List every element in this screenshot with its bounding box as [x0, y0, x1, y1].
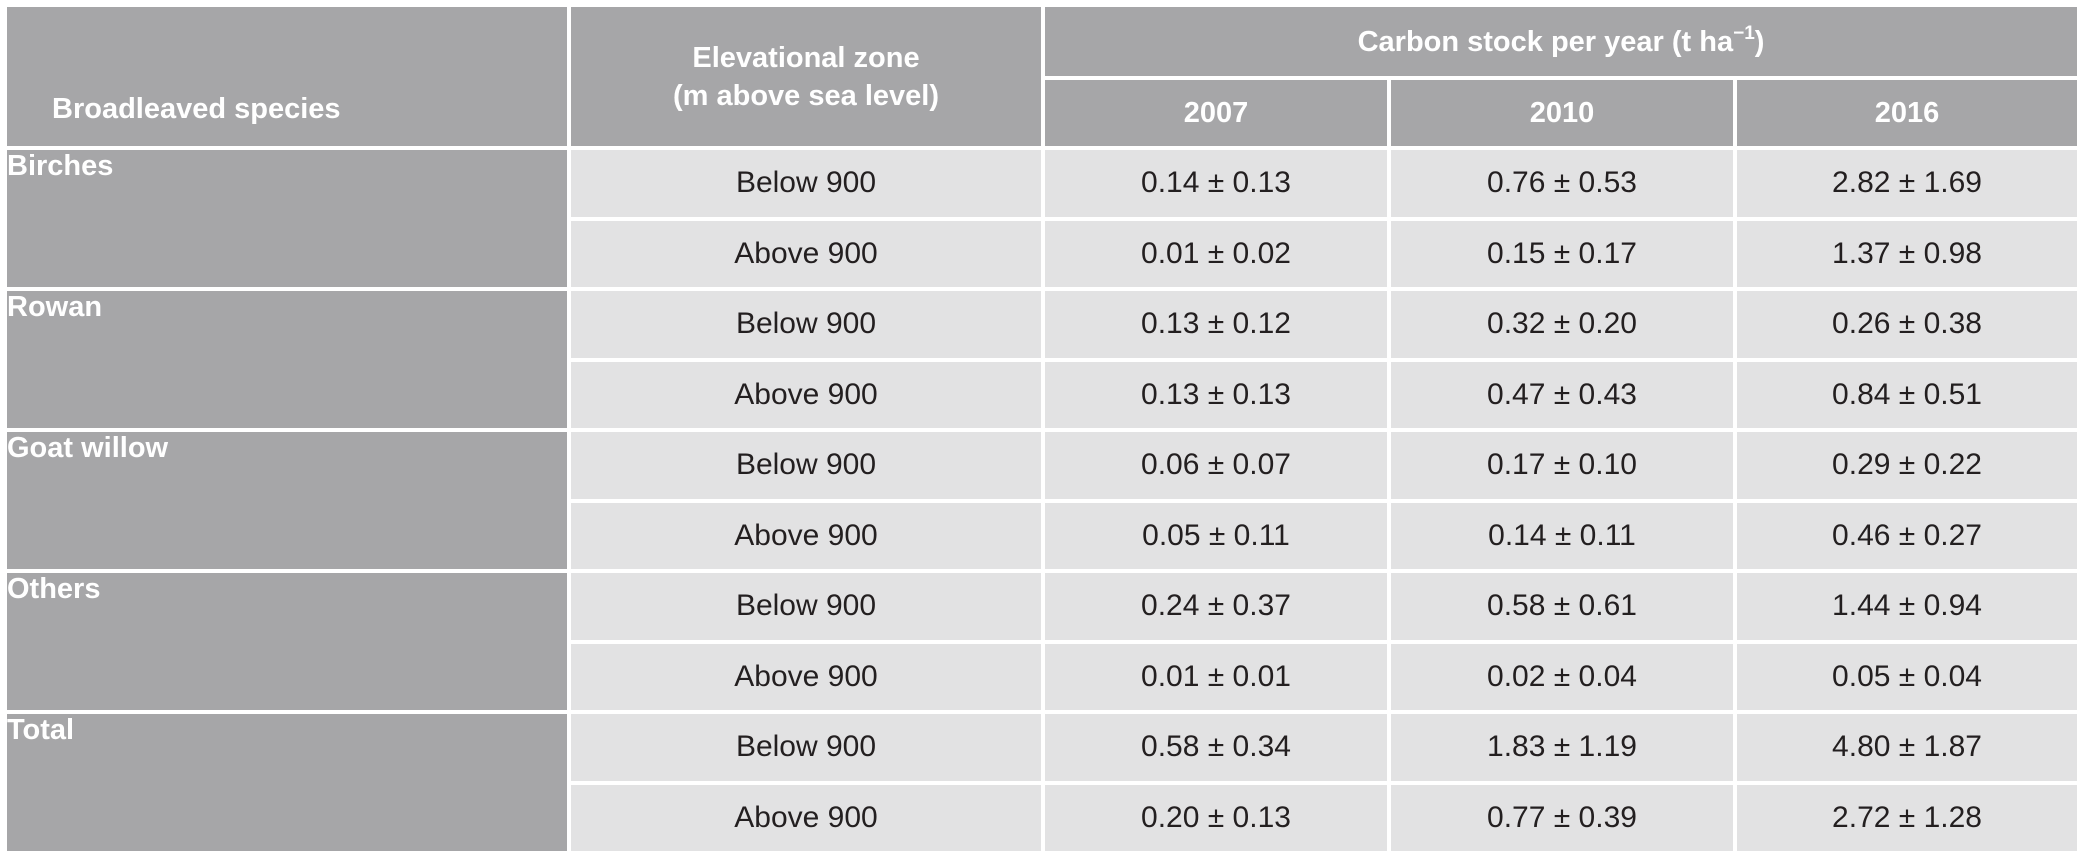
year-header-2007: 2007	[1041, 76, 1391, 150]
species-cell-rowan: Rowan	[3, 287, 571, 432]
table-row: Above 900 0.01 ± 0.02 0.15 ± 0.17 1.37 ±…	[5, 216, 2080, 291]
species-cell-total: Total	[3, 710, 571, 855]
zone-cell: Below 900	[567, 287, 1045, 362]
header-row-2: 2007 2010 2016	[5, 76, 2080, 150]
year-header-2010: 2010	[1387, 76, 1737, 150]
table-row: Goat willow Below 900 0.06 ± 0.07 0.17 ±…	[3, 428, 2080, 573]
value-cell-2016: 2.72 ± 1.28	[1732, 780, 2080, 855]
table-row: Above 900 0.13 ± 0.13 0.47 ± 0.43 0.84 ±…	[5, 357, 2080, 432]
zone-cell: Below 900	[567, 428, 1045, 503]
value-cell-2010: 0.02 ± 0.04	[1387, 639, 1737, 714]
zone-column-header: Elevational zone (m above sea level)	[567, 3, 1045, 150]
table-row: Birches Below 900 0.14 ± 0.13 0.76 ± 0.5…	[3, 146, 2080, 291]
value-cell-2007: 0.01 ± 0.02	[1041, 216, 1391, 291]
species-column-header: Broadleaved species	[3, 3, 571, 150]
table-row: Others Below 900 0.24 ± 0.37 0.58 ± 0.61…	[3, 569, 2080, 714]
zone-cell: Below 900	[567, 569, 1045, 644]
carbon-stock-header: Carbon stock per year (t ha−1)	[1040, 3, 2080, 80]
zone-header-line2: (m above sea level)	[673, 79, 939, 112]
value-cell-2010: 0.15 ± 0.17	[1387, 216, 1737, 291]
value-cell-2016: 1.37 ± 0.98	[1732, 216, 2080, 291]
value-cell-2010: 0.14 ± 0.11	[1387, 498, 1737, 573]
value-cell-2016: 0.26 ± 0.38	[1732, 287, 2080, 362]
value-cell-2007: 0.13 ± 0.12	[1041, 287, 1391, 362]
header-row-1: Broadleaved species Elevational zone (m …	[3, 3, 2080, 150]
zone-cell: Below 900	[567, 146, 1045, 221]
value-cell-2016: 0.05 ± 0.04	[1732, 639, 2080, 714]
table-row: Above 900 0.05 ± 0.11 0.14 ± 0.11 0.46 ±…	[5, 498, 2080, 573]
table-row: Above 900 0.20 ± 0.13 0.77 ± 0.39 2.72 ±…	[5, 780, 2080, 855]
value-cell-2010: 0.32 ± 0.20	[1387, 287, 1737, 362]
carbon-header-close: )	[1754, 25, 1765, 58]
value-cell-2007: 0.24 ± 0.37	[1041, 569, 1391, 644]
value-cell-2007: 0.05 ± 0.11	[1041, 498, 1391, 573]
species-cell-others: Others	[3, 569, 571, 714]
table-row: Total Below 900 0.58 ± 0.34 1.83 ± 1.19 …	[3, 710, 2080, 855]
value-cell-2007: 0.06 ± 0.07	[1041, 428, 1391, 503]
zone-header-line1: Elevational zone	[692, 41, 920, 74]
value-cell-2016: 0.84 ± 0.51	[1732, 357, 2080, 432]
value-cell-2010: 0.76 ± 0.53	[1387, 146, 1737, 221]
zone-cell: Above 900	[567, 357, 1045, 432]
value-cell-2016: 0.46 ± 0.27	[1732, 498, 2080, 573]
table-row: Rowan Below 900 0.13 ± 0.12 0.32 ± 0.20 …	[3, 287, 2080, 432]
value-cell-2007: 0.14 ± 0.13	[1041, 146, 1391, 221]
carbon-header-exponent: −1	[1733, 22, 1755, 44]
species-cell-goat-willow: Goat willow	[3, 428, 571, 573]
year-header-2016: 2016	[1732, 76, 2080, 150]
value-cell-2016: 4.80 ± 1.87	[1732, 710, 2080, 785]
value-cell-2010: 0.47 ± 0.43	[1387, 357, 1737, 432]
value-cell-2007: 0.20 ± 0.13	[1041, 780, 1391, 855]
value-cell-2010: 0.17 ± 0.10	[1387, 428, 1737, 503]
value-cell-2007: 0.58 ± 0.34	[1041, 710, 1391, 785]
value-cell-2016: 0.29 ± 0.22	[1732, 428, 2080, 503]
carbon-stock-table: Broadleaved species Elevational zone (m …	[3, 3, 2080, 855]
value-cell-2007: 0.13 ± 0.13	[1041, 357, 1391, 432]
zone-cell: Above 900	[567, 639, 1045, 714]
value-cell-2007: 0.01 ± 0.01	[1041, 639, 1391, 714]
zone-cell: Above 900	[567, 780, 1045, 855]
value-cell-2016: 2.82 ± 1.69	[1732, 146, 2080, 221]
value-cell-2016: 1.44 ± 0.94	[1732, 569, 2080, 644]
species-cell-birches: Birches	[3, 146, 571, 291]
zone-cell: Below 900	[567, 710, 1045, 785]
carbon-header-text: Carbon stock per year (t ha	[1357, 25, 1734, 58]
table-body: Birches Below 900 0.14 ± 0.13 0.76 ± 0.5…	[3, 146, 2080, 855]
value-cell-2010: 0.77 ± 0.39	[1387, 780, 1737, 855]
zone-cell: Above 900	[567, 498, 1045, 573]
table-row: Above 900 0.01 ± 0.01 0.02 ± 0.04 0.05 ±…	[5, 639, 2080, 714]
zone-cell: Above 900	[567, 216, 1045, 291]
value-cell-2010: 0.58 ± 0.61	[1387, 569, 1737, 644]
value-cell-2010: 1.83 ± 1.19	[1387, 710, 1737, 785]
